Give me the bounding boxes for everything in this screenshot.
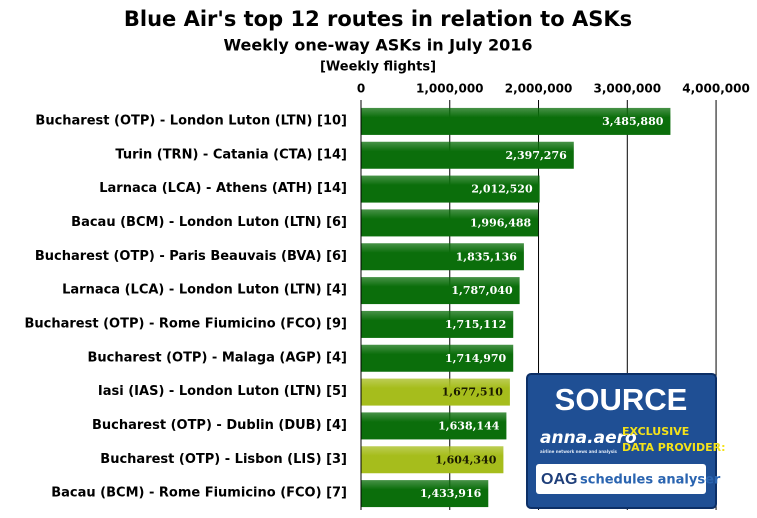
value-label: 2,012,520 <box>471 183 533 196</box>
bar <box>361 141 574 169</box>
y-tick-label: Bucharest (OTP) - Paris Beauvais (BVA) [… <box>35 249 347 264</box>
y-tick-label: Bucharest (OTP) - London Luton (LTN) [10… <box>35 113 347 128</box>
x-tick-label: 3,000,000 <box>594 82 662 96</box>
y-tick-label: Larnaca (LCA) - Athens (ATH) [14] <box>99 181 347 196</box>
y-tick-label: Bacau (BCM) - London Luton (LTN) [6] <box>71 215 347 230</box>
bar <box>361 209 539 237</box>
value-label: 1,835,136 <box>456 250 518 263</box>
x-tick-label: 4,000,000 <box>682 82 750 96</box>
value-label: 3,485,880 <box>602 115 664 128</box>
y-tick-label: Bucharest (OTP) - Malaga (AGP) [4] <box>87 350 347 365</box>
badge-brand: anna.aero <box>540 428 637 448</box>
y-tick-label: Iasi (IAS) - London Luton (LTN) [5] <box>98 384 347 399</box>
x-tick-label: 1,000,000 <box>416 82 484 96</box>
value-label: 1,714,970 <box>445 352 507 365</box>
badge-tagline: airline network news and analysis <box>540 449 617 454</box>
chart-title: Blue Air's top 12 routes in relation to … <box>124 7 632 31</box>
plot: 0 1,000,000 2,000,000 3,000,000 4,000,000 Buc… <box>25 82 750 510</box>
bar <box>361 446 504 474</box>
bar <box>361 378 510 406</box>
chart-subtitle: Weekly one-way ASKs in July 2016 <box>223 36 532 55</box>
chart-note: [Weekly flights] <box>320 60 436 75</box>
y-tick-label: Larnaca (LCA) - London Luton (LTN) [4] <box>62 283 347 298</box>
y-tick-label: Bucharest (OTP) - Rome Fiumicino (FCO) [… <box>25 316 348 331</box>
y-tick-label: Bucharest (OTP) - Lisbon (LIS) [3] <box>100 452 347 467</box>
value-label: 1,787,040 <box>451 284 513 297</box>
badge-oag-box <box>536 464 706 494</box>
value-label: 1,996,488 <box>470 216 532 229</box>
badge-product: schedules analyser <box>580 473 721 488</box>
value-label: 1,638,144 <box>438 419 500 432</box>
bar <box>361 277 520 305</box>
badge-line1: EXCLUSIVE <box>622 425 689 438</box>
bar <box>361 310 514 338</box>
bar <box>361 412 507 440</box>
badge-line2: DATA PROVIDER: <box>622 441 726 454</box>
source-badge: SOURCE anna.aero airline network news an… <box>526 373 726 509</box>
value-label: 1,604,340 <box>435 453 497 466</box>
value-label: 2,397,276 <box>506 149 568 162</box>
x-tick-label: 0 <box>357 82 365 96</box>
y-tick-label: Turin (TRN) - Catania (CTA) [14] <box>115 147 347 162</box>
y-tick-label: Bucharest (OTP) - Dublin (DUB) [4] <box>92 418 347 433</box>
bar <box>361 243 524 271</box>
value-label: 1,677,510 <box>442 386 504 399</box>
value-label: 1,433,916 <box>420 487 482 500</box>
bar <box>361 480 489 508</box>
badge-oag: OAG <box>541 471 577 488</box>
badge-heading: SOURCE <box>555 382 688 417</box>
y-tick-label: Bacau (BCM) - Rome Fiumicino (FCO) [7] <box>51 486 347 501</box>
bar <box>361 175 540 203</box>
x-tick-label: 2,000,000 <box>505 82 573 96</box>
bar <box>361 107 671 135</box>
bar <box>361 344 514 372</box>
value-label: 1,715,112 <box>445 318 506 331</box>
